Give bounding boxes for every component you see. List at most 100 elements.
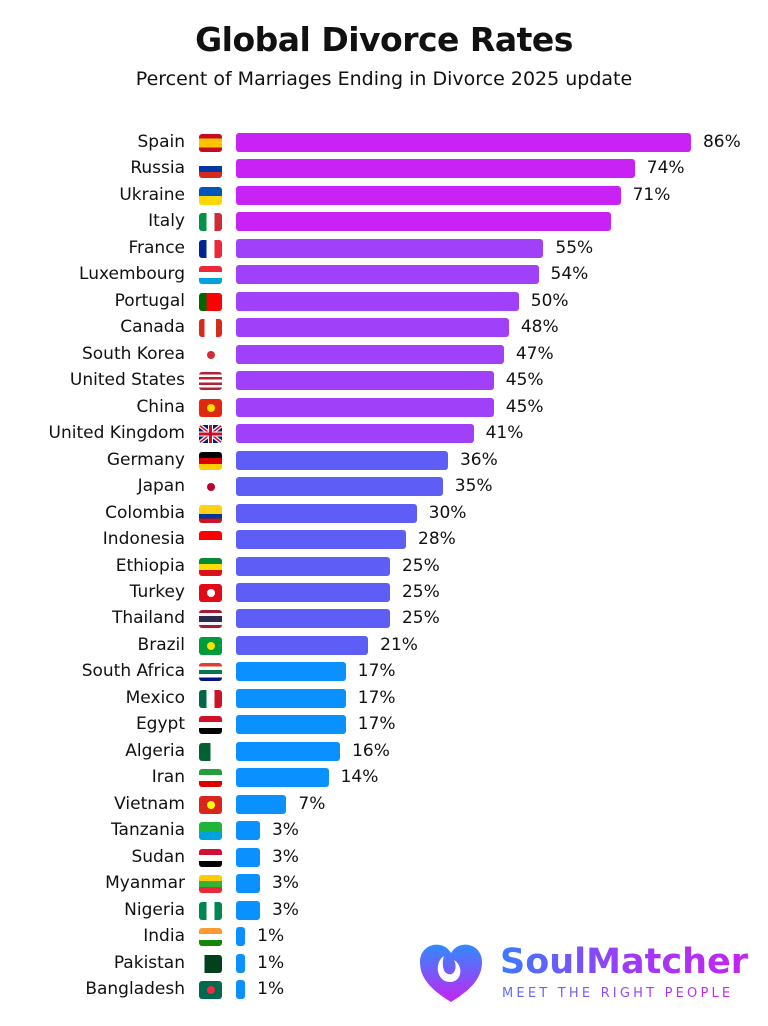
category-label: Ethiopia (115, 555, 185, 576)
bar-row: South Korea 47% (0, 342, 768, 368)
value-label: 3% (271, 820, 299, 841)
heart-logo-icon (420, 944, 482, 1002)
category-label: Ukraine (119, 184, 185, 205)
category-label: Turkey (129, 581, 185, 602)
flag-icon (199, 504, 222, 523)
bar-row: Canada 48% (0, 315, 768, 341)
flag-icon (199, 663, 222, 682)
bar-row: China 45% (0, 395, 768, 421)
value-label: 17% (357, 661, 396, 682)
bar-row: Pakistan 1% (0, 951, 768, 977)
bar (236, 953, 246, 973)
bar (236, 397, 494, 417)
flag-icon (199, 742, 222, 761)
bar (236, 741, 341, 761)
flag-icon (199, 848, 222, 867)
flag-icon (199, 583, 222, 602)
category-label: Germany (106, 449, 185, 470)
value-label: 3% (271, 846, 299, 867)
bar (236, 556, 390, 576)
value-label: 25% (401, 608, 440, 629)
bar (236, 371, 494, 391)
flag-icon (199, 319, 222, 338)
value-label: 3% (271, 873, 299, 894)
bar-row: Vietnam 7% (0, 792, 768, 818)
category-label: Sudan (131, 846, 185, 867)
flag-icon (199, 795, 222, 814)
category-label: Mexico (125, 687, 185, 708)
value-label: 74% (646, 158, 685, 179)
flag-icon (199, 901, 222, 920)
bar (236, 344, 504, 364)
value-label: 54% (550, 264, 589, 285)
bar-row: Colombia 30% (0, 501, 768, 527)
chart-subtitle: Percent of Marriages Ending in Divorce 2… (135, 68, 633, 90)
category-label: China (136, 396, 185, 417)
flag-icon (199, 610, 222, 629)
value-label: 71% (632, 184, 671, 205)
bar (236, 635, 369, 655)
category-label: Vietnam (114, 793, 185, 814)
value-label: 41% (485, 423, 524, 444)
bar (236, 212, 612, 232)
bar-row: Turkey 25% (0, 580, 768, 606)
bar (236, 768, 329, 788)
value-label: 45% (505, 396, 544, 417)
value-label: 35% (454, 476, 493, 497)
category-label: Portugal (114, 290, 185, 311)
bar-row: Bangladesh 1% (0, 977, 768, 1003)
bar-row: United Kingdom 41% (0, 421, 768, 447)
soulmatcher-logo: SoulMatcher MEET THE RIGHT PEOPLE (418, 942, 758, 1004)
category-label: Italy (148, 211, 185, 232)
bar (236, 530, 407, 550)
bar-row: India 1% (0, 924, 768, 950)
flag-icon (199, 636, 222, 655)
category-label: United Kingdom (48, 423, 185, 444)
category-label: South Korea (81, 343, 185, 364)
bar-row: Mexico 17% (0, 686, 768, 712)
category-label: Japan (137, 476, 185, 497)
bar-row: Sudan 3% (0, 845, 768, 871)
bar (236, 900, 260, 920)
flag-icon (199, 954, 222, 973)
flag-icon (199, 186, 222, 205)
value-label: 17% (357, 714, 396, 735)
flag-icon (199, 266, 222, 285)
value-label: 16% (352, 740, 390, 761)
flag-icon (199, 478, 222, 497)
bar-row: Germany 36% (0, 448, 768, 474)
bar-row: Egypt 17% (0, 712, 768, 738)
value-label: 14% (340, 767, 379, 788)
logo-tagline: MEET THE RIGHT PEOPLE (502, 986, 734, 1001)
category-label: Russia (130, 158, 185, 179)
category-label: Algeria (125, 740, 185, 761)
bar (236, 874, 260, 894)
category-label: Canada (120, 317, 185, 338)
bar (236, 821, 260, 841)
flag-icon (199, 557, 222, 576)
flag-icon (199, 822, 222, 841)
flag-icon (199, 689, 222, 708)
bar-row: Ethiopia 25% (0, 554, 768, 580)
bar-row: South Africa 17% (0, 659, 768, 685)
category-label: Colombia (105, 502, 185, 523)
bar (236, 291, 519, 311)
value-label: 50% (530, 290, 569, 311)
bar (236, 715, 346, 735)
bar (236, 238, 544, 258)
bar (236, 794, 287, 814)
category-label: Egypt (135, 714, 185, 735)
bar-row: Iran 14% (0, 765, 768, 791)
bar (236, 477, 443, 497)
bar-row: United States 45% (0, 368, 768, 394)
category-label: Brazil (137, 634, 185, 655)
bar-row: Indonesia 28% (0, 527, 768, 553)
bar-row: Italy (0, 209, 768, 235)
bar-row: Russia 74% (0, 156, 768, 182)
category-label: Thailand (111, 608, 185, 629)
flag-icon (199, 213, 222, 232)
category-label: Luxembourg (79, 264, 185, 285)
flag-icon (199, 398, 222, 417)
value-label: 1% (257, 926, 285, 947)
value-label: 21% (380, 634, 418, 655)
